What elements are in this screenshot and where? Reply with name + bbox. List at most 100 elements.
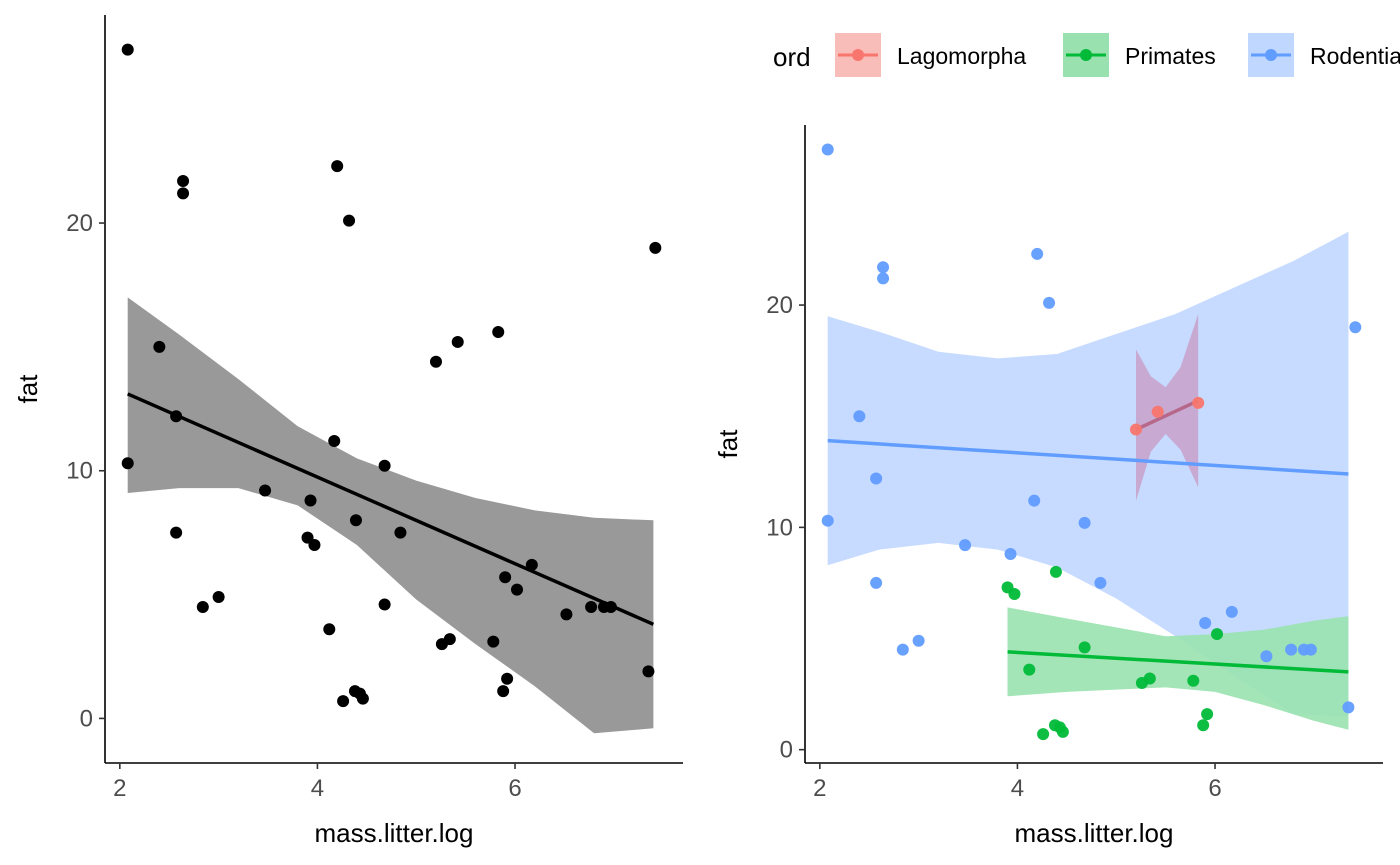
data-point <box>499 571 512 584</box>
legend-label-primates: Primates <box>1125 43 1216 69</box>
point-rodentia <box>1094 576 1107 589</box>
data-point <box>443 633 456 646</box>
y-tick-label: 10 <box>766 514 793 541</box>
point-primates <box>1037 728 1050 741</box>
data-point <box>525 558 538 571</box>
point-lagomorpha <box>1151 405 1164 418</box>
legend-item-lagomorpha: Lagomorpha <box>835 33 1026 77</box>
data-point <box>121 43 134 56</box>
y-tick-label: 20 <box>66 210 93 237</box>
point-rodentia <box>821 143 834 156</box>
point-rodentia <box>877 272 890 285</box>
x-tick-label: 2 <box>113 775 126 802</box>
data-point <box>196 600 209 613</box>
y-axis-title: fat <box>13 374 43 404</box>
regression-line <box>127 392 655 626</box>
data-point <box>212 591 225 604</box>
data-point <box>328 435 341 448</box>
y-tick-label: 0 <box>780 737 793 764</box>
point-rodentia <box>870 472 883 485</box>
data-point <box>378 459 391 472</box>
point-rodentia <box>1199 616 1212 629</box>
point-primates <box>1008 588 1021 601</box>
data-point <box>451 335 464 348</box>
panel-1: 2 4 6 0 10 20 mass.litter.log fat <box>13 15 683 848</box>
data-point <box>501 672 514 685</box>
data-point <box>153 340 166 353</box>
legend-item-primates: Primates <box>1063 33 1216 77</box>
data-point <box>604 600 617 613</box>
point-primates <box>1211 628 1224 641</box>
x-tick-label: 6 <box>508 775 521 802</box>
x-axis-title: mass.litter.log <box>315 818 474 848</box>
data-point <box>497 685 510 698</box>
legend: ord Lagomorpha Primates Rodentia <box>773 33 1400 77</box>
line-lagomorpha <box>1135 399 1199 432</box>
point-rodentia <box>853 410 866 423</box>
point-primates <box>1056 725 1069 738</box>
x-tick-label: 4 <box>1011 775 1024 802</box>
point-rodentia <box>1031 247 1044 260</box>
data-point <box>343 214 356 227</box>
data-point <box>323 623 336 636</box>
data-point <box>308 539 321 552</box>
point-rodentia <box>821 514 834 527</box>
data-point <box>511 583 524 596</box>
point-rodentia <box>959 539 972 552</box>
band-rodentia <box>827 231 1349 717</box>
legend-item-rodentia: Rodentia <box>1248 33 1400 77</box>
data-point <box>177 174 190 187</box>
point-primates <box>1197 719 1210 732</box>
point-primates <box>1049 565 1062 578</box>
legend-key-point <box>1265 49 1277 61</box>
legend-title: ord <box>773 42 811 72</box>
y-tick-label: 20 <box>766 292 793 319</box>
point-rodentia <box>1260 650 1273 663</box>
point-rodentia <box>1342 701 1355 714</box>
legend-label-lagomorpha: Lagomorpha <box>897 43 1026 69</box>
point-rodentia <box>1285 643 1298 656</box>
point-rodentia <box>1028 494 1041 507</box>
band-lagomorpha <box>1136 314 1199 501</box>
band-primates <box>1007 607 1349 730</box>
legend-label-rodentia: Rodentia <box>1310 43 1400 69</box>
legend-key-point <box>852 49 864 61</box>
data-point <box>177 187 190 200</box>
data-point <box>121 457 134 470</box>
point-primates <box>1023 663 1036 676</box>
confidence-band <box>127 297 654 734</box>
data-point <box>585 600 598 613</box>
y-axis-title: fat <box>713 429 743 459</box>
point-rodentia <box>1225 605 1238 618</box>
data-point <box>349 514 362 527</box>
legend-key-point <box>1080 49 1092 61</box>
point-rodentia <box>1043 296 1056 309</box>
point-rodentia <box>870 576 883 589</box>
point-lagomorpha <box>1192 396 1205 409</box>
data-point <box>642 665 655 678</box>
point-rodentia <box>1304 643 1317 656</box>
line-rodentia <box>827 438 1349 476</box>
data-point <box>170 526 183 539</box>
point-rodentia <box>1004 548 1017 561</box>
data-point <box>560 608 573 621</box>
panel-2: 2 4 6 0 10 20 mass.litter.log fat ord Lagomorpha P… <box>713 33 1400 848</box>
data-point <box>337 695 350 708</box>
point-rodentia <box>912 634 925 647</box>
data-point <box>429 355 442 368</box>
data-point <box>304 494 317 507</box>
x-tick-label: 4 <box>311 775 324 802</box>
data-point <box>170 410 183 423</box>
data-point <box>492 326 505 339</box>
point-rodentia <box>896 643 909 656</box>
x-axis-title: mass.litter.log <box>1015 818 1174 848</box>
x-tick-label: 2 <box>813 775 826 802</box>
data-point <box>394 526 407 539</box>
point-rodentia <box>1078 516 1091 529</box>
data-point <box>649 241 662 254</box>
data-point <box>356 692 369 705</box>
point-primates <box>1143 672 1156 685</box>
y-tick-label: 0 <box>80 705 93 732</box>
point-primates <box>1201 708 1214 721</box>
